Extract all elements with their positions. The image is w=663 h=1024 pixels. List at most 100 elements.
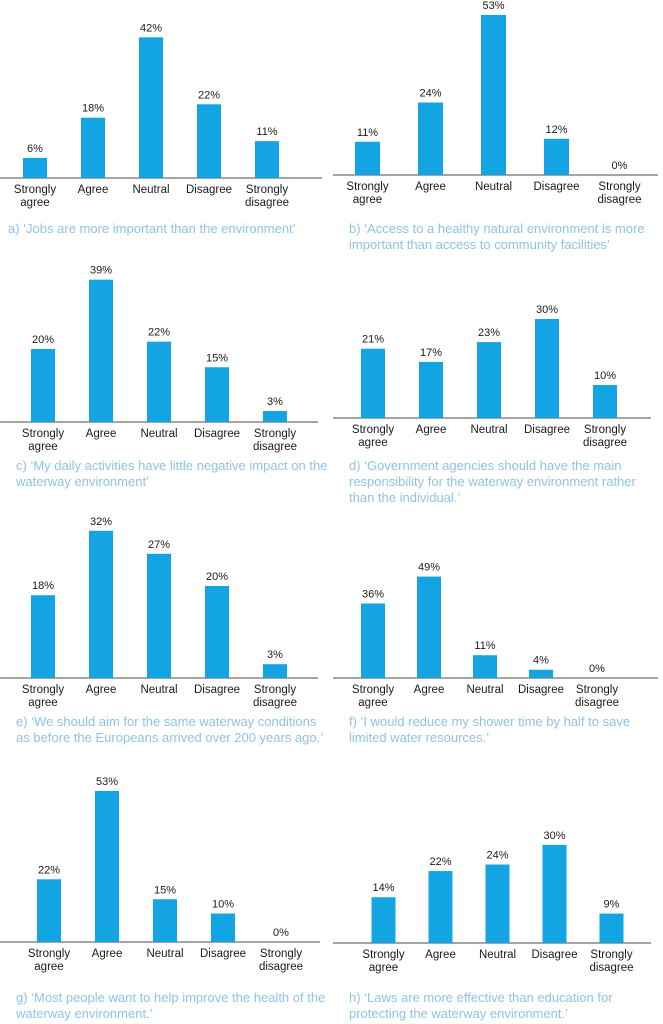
bar [255, 141, 279, 178]
bar [419, 361, 443, 418]
data-label: 10% [212, 899, 234, 911]
category-label: disagree [589, 962, 633, 974]
category-label: Disagree [200, 948, 246, 960]
category-label: Neutral [470, 424, 507, 436]
bar [139, 37, 163, 178]
data-label: 21% [362, 334, 384, 346]
data-label: 0% [273, 927, 289, 939]
bar [31, 349, 55, 422]
data-label: 20% [206, 571, 228, 583]
bar [473, 655, 497, 678]
data-label: 15% [154, 884, 176, 896]
category-label: Strongly [246, 184, 288, 196]
data-label: 36% [362, 588, 384, 600]
bar [31, 595, 55, 678]
category-label: agree [28, 441, 57, 453]
bar [23, 157, 47, 178]
category-label: Disagree [531, 949, 577, 961]
data-label: 39% [90, 265, 112, 277]
data-label: 11% [474, 640, 495, 652]
data-label: 42% [140, 22, 162, 34]
bar [147, 553, 171, 678]
category-label: Agree [92, 948, 123, 960]
data-label: 6% [27, 143, 43, 155]
bar-chart-e: 18%Stronglyagree32%Agree27%Neutral20%Dis… [0, 516, 318, 709]
chart-caption-f: f) ‘I would reduce my shower time by hal… [349, 714, 631, 745]
data-label: 53% [482, 0, 504, 12]
bar [95, 790, 119, 942]
category-label: disagree [245, 197, 289, 209]
category-label: agree [34, 961, 63, 973]
bar [81, 117, 105, 178]
category-label: Disagree [533, 181, 579, 193]
data-label: 22% [198, 89, 220, 101]
category-label: Neutral [475, 181, 512, 193]
category-label: Neutral [140, 428, 177, 440]
data-label: 24% [419, 88, 441, 100]
category-label: Strongly [352, 424, 394, 436]
bar-chart-a: 6%Stronglyagree18%Agree42%Neutral22%Disa… [0, 22, 322, 209]
data-label: 53% [96, 776, 118, 788]
category-label: agree [28, 697, 57, 709]
data-label: 49% [418, 562, 440, 574]
bar [529, 669, 553, 678]
bar-chart-g: 22%Stronglyagree53%Agree15%Neutral10%Dis… [0, 776, 320, 973]
bar [147, 341, 171, 422]
category-label: Strongly [598, 181, 640, 193]
chart-panel-c: 20% Strongly agree 39% Agree 22% Neutral 15% Dis… [0, 258, 330, 493]
data-label: 0% [612, 160, 628, 172]
category-label: Agree [416, 424, 447, 436]
category-label: disagree [259, 961, 303, 973]
bar [153, 899, 177, 942]
data-label: 30% [543, 830, 565, 842]
category-label: Strongly [22, 428, 64, 440]
data-label: 24% [486, 850, 508, 862]
category-label: disagree [253, 697, 297, 709]
data-label: 10% [594, 370, 616, 382]
data-label: 32% [90, 516, 112, 528]
chart-panel-a: 6% Strongly agree 18% Agree 42% Neutral 22% Disa… [0, 0, 330, 248]
category-label: Strongly [254, 684, 296, 696]
bar-chart-h: 14%Stronglyagree22%Agree24%Neutral30%Dis… [333, 830, 651, 974]
data-label: 22% [148, 327, 170, 339]
category-label: agree [358, 697, 387, 709]
category-label: Strongly [346, 181, 388, 193]
data-label: 20% [32, 334, 54, 346]
chart-panel-e: 18% Strongly agree 32% Agree 27% Neutral 20% Dis… [0, 510, 330, 765]
bar [211, 913, 235, 942]
chart-caption-h: h) ‘Laws are more effective than educati… [349, 990, 613, 1021]
chart-panel-b: 11% Strongly agree 24% Agree 53% Neutral 12% Dis… [333, 0, 663, 258]
category-label: agree [369, 962, 398, 974]
category-label: Agree [415, 181, 446, 193]
bar [89, 279, 113, 422]
data-label: 9% [604, 899, 620, 911]
category-label: Neutral [146, 948, 183, 960]
bar [263, 664, 287, 678]
category-label: Agree [86, 684, 117, 696]
category-label: Disagree [194, 684, 240, 696]
chart-caption-c: c) ‘My daily activities have little nega… [16, 458, 328, 489]
bar [361, 348, 385, 418]
category-label: Disagree [518, 684, 564, 696]
category-label: Strongly [590, 949, 632, 961]
category-label: Strongly [362, 949, 404, 961]
bar [418, 102, 443, 175]
chart-panel-h: 14% Strongly agree 22% Agree 24% Neutral 30% Dis… [333, 772, 663, 1024]
category-label: Agree [414, 684, 445, 696]
bar-chart-c: 20%Stronglyagree39%Agree22%Neutral15%Dis… [0, 265, 318, 453]
data-label: 18% [32, 580, 54, 592]
bar [361, 603, 385, 678]
data-label: 3% [267, 649, 283, 661]
category-label: Agree [78, 184, 109, 196]
data-label: 4% [533, 655, 549, 667]
bar [197, 104, 221, 178]
bar [355, 141, 380, 175]
category-label: Strongly [260, 948, 302, 960]
chart-caption-e: e) ‘We should aim for the same waterway … [16, 714, 324, 745]
chart-panel-d: 21% Strongly agree 17% Agree 23% Neutral 30% Dis… [333, 258, 663, 508]
data-label: 27% [148, 539, 170, 551]
category-label: agree [353, 194, 382, 206]
category-label: Disagree [194, 428, 240, 440]
chart-panel-f: 36% Strongly agree 49% Agree 11% Neutral 4% Disa… [333, 510, 663, 755]
chart-panel-g: 22% Strongly agree 53% Agree 15% Neutral 10% Dis… [0, 772, 330, 1024]
